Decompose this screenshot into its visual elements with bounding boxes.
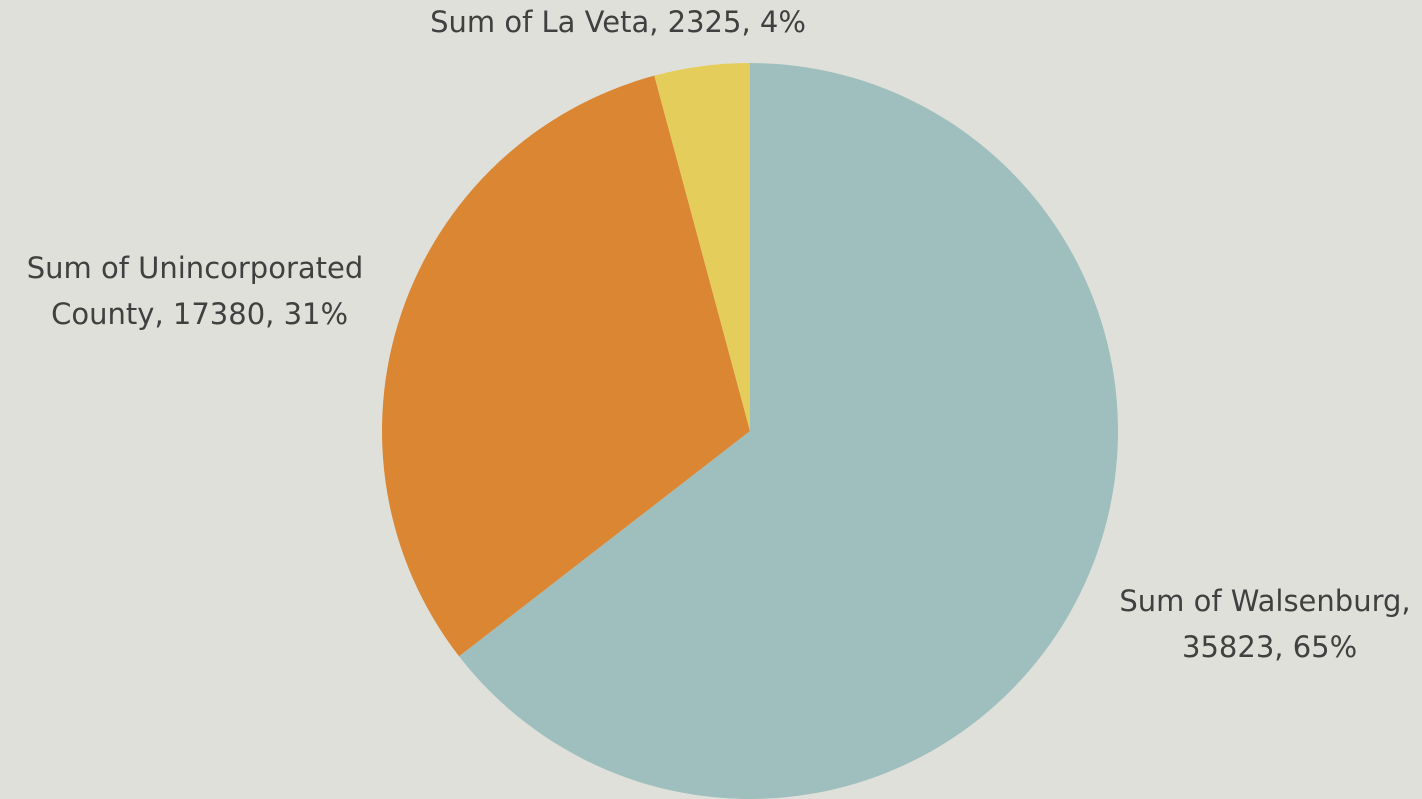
data-label-line: Sum of Walsenburg, xyxy=(1119,584,1410,618)
data-label-line: 35823, 65% xyxy=(1173,630,1357,664)
pie-slice xyxy=(459,63,1118,799)
data-label: Sum of Walsenburg, 35823, 65% xyxy=(1119,584,1410,664)
data-label: Sum of Unincorporated County, 17380, 31% xyxy=(27,251,364,331)
data-label-line: Sum of La Veta, 2325, 4% xyxy=(430,5,806,39)
data-label-line: Sum of Unincorporated xyxy=(27,251,364,285)
pie-slice xyxy=(382,75,750,657)
data-label-line: County, 17380, 31% xyxy=(42,297,348,331)
data-label: Sum of La Veta, 2325, 4% xyxy=(430,5,806,39)
pie-slice xyxy=(654,63,750,431)
